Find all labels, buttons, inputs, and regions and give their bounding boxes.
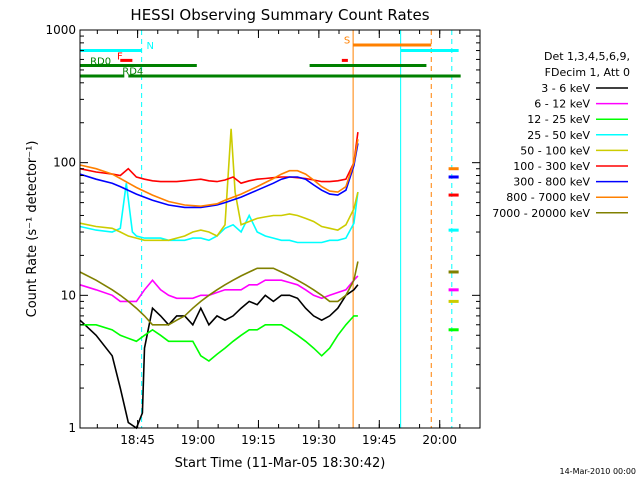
- y-axis-ticks: 1 10 100 1000: [45, 23, 480, 435]
- y-tick-label-3: 1000: [45, 23, 76, 37]
- footer-date: 14-Mar-2010 00:00: [560, 467, 637, 476]
- legend-label-2: 12 - 25 keV: [527, 113, 590, 126]
- y-axis-label: Count Rate (s⁻¹ detector⁻¹): [25, 141, 40, 318]
- x-axis-label: Start Time (11-Mar-05 18:30:42): [175, 456, 386, 471]
- chart-title: HESSI Observing Summary Count Rates: [130, 6, 429, 24]
- y-tick-label-2: 100: [53, 156, 76, 170]
- plot-area: N F S RD0 RD4: [79, 30, 461, 430]
- series-line-2: [80, 315, 358, 362]
- flag-label-1: F: [117, 51, 123, 62]
- legend-label-1: 6 - 12 keV: [534, 98, 590, 111]
- plot-frame: [79, 29, 481, 429]
- series-line-6: [79, 143, 359, 209]
- y-tick-label-1: 10: [61, 288, 76, 302]
- x-tick-label-3: 19:30: [302, 433, 337, 447]
- flag-label-4: RD4: [122, 67, 143, 78]
- legend-label-4: 50 - 100 keV: [520, 144, 590, 157]
- legend-label-5: 100 - 300 keV: [513, 160, 590, 173]
- legend-label-0: 3 - 6 keV: [541, 82, 590, 95]
- flag-label-3: RD0: [90, 56, 111, 67]
- legend-title-line-2: FDecim 1, Att 0: [545, 66, 630, 79]
- x-tick-label-2: 19:15: [241, 433, 276, 447]
- series-line-7: [79, 139, 359, 208]
- legend-label-6: 300 - 800 keV: [513, 176, 590, 189]
- x-tick-label-4: 19:45: [362, 433, 397, 447]
- series-line-4: [79, 128, 359, 242]
- x-tick-label-1: 19:00: [181, 433, 216, 447]
- x-tick-label-5: 20:00: [422, 433, 457, 447]
- series-line-1: [79, 275, 359, 303]
- flag-label-2: S: [344, 36, 350, 47]
- legend-label-3: 25 - 50 keV: [527, 129, 590, 142]
- legend: Det 1,3,4,5,6,9, FDecim 1, Att 0 3 - 6 k…: [492, 50, 630, 220]
- series-line-3: [79, 183, 359, 244]
- legend-label-7: 800 - 7000 keV: [506, 191, 590, 204]
- flag-label-0: N: [146, 41, 153, 52]
- x-tick-label-0: 18:45: [120, 433, 155, 447]
- series-line-8: [79, 261, 359, 326]
- y-tick-label-0: 1: [68, 421, 76, 435]
- series-line-0: [79, 284, 359, 430]
- series-line-5: [79, 131, 359, 185]
- legend-label-8: 7000 - 20000 keV: [492, 207, 590, 220]
- legend-title-line-1: Det 1,3,4,5,6,9,: [544, 50, 630, 63]
- x-axis-ticks: 18:45 19:00 19:15 19:30 19:45 20:00: [96, 30, 481, 447]
